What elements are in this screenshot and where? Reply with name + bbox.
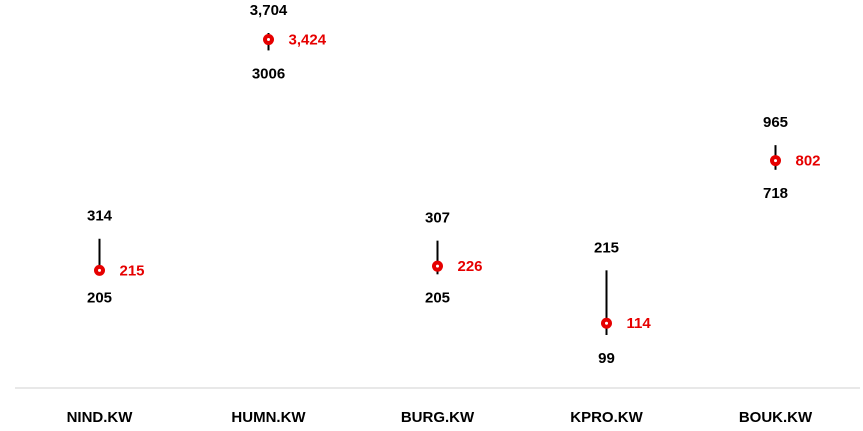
current-label: 3,424 (289, 32, 327, 49)
x-tick-label: KPRO.KW (570, 409, 643, 426)
high-label: 215 (594, 239, 619, 256)
x-tick-label: BURG.KW (401, 409, 475, 426)
x-tick-label: BOUK.KW (739, 409, 813, 426)
current-marker-dot (436, 264, 439, 268)
current-marker-dot (98, 268, 101, 272)
current-marker-dot (267, 38, 270, 42)
low-label: 205 (425, 289, 450, 306)
current-marker-dot (605, 321, 608, 325)
low-label: 99 (598, 350, 615, 367)
low-label: 3006 (252, 65, 285, 82)
current-label: 226 (458, 258, 483, 275)
current-label: 215 (120, 262, 145, 279)
high-label: 314 (87, 208, 113, 225)
x-tick-label: NIND.KW (67, 409, 134, 426)
high-label: 3,704 (250, 2, 288, 19)
current-marker-dot (774, 159, 777, 163)
high-label: 307 (425, 210, 450, 227)
high-label: 965 (763, 114, 788, 131)
low-label: 205 (87, 289, 112, 306)
low-label: 718 (763, 185, 788, 202)
current-label: 114 (627, 315, 652, 332)
current-label: 802 (796, 153, 821, 170)
x-tick-label: HUMN.KW (231, 409, 306, 426)
